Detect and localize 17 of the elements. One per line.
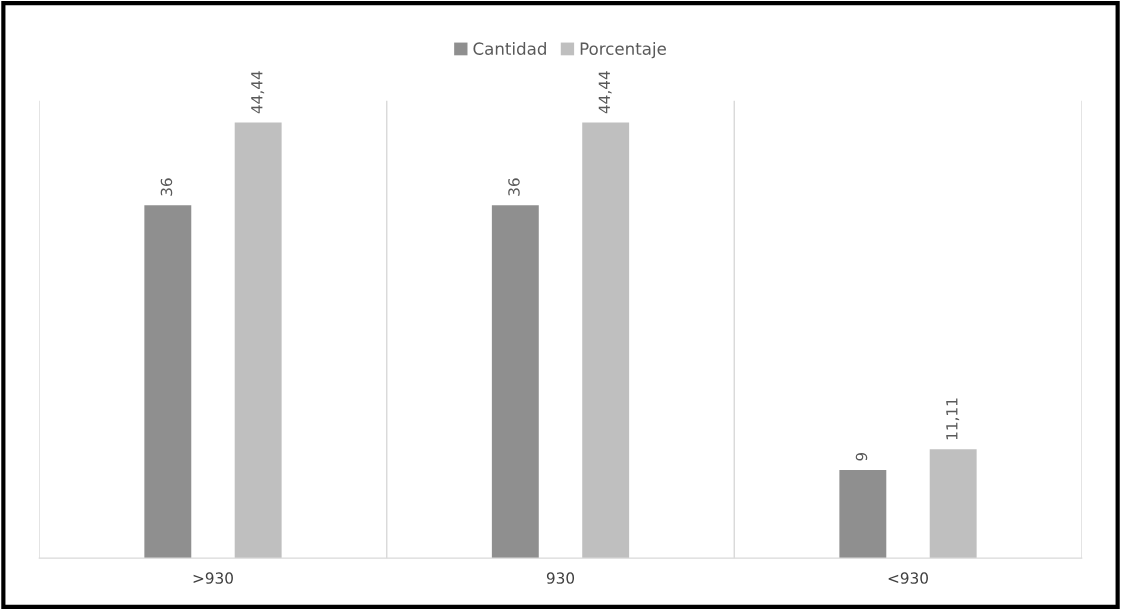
data-label: 36 bbox=[160, 178, 173, 196]
bar bbox=[144, 205, 192, 559]
bar bbox=[234, 122, 282, 559]
data-label: 11,11 bbox=[946, 398, 960, 440]
bar bbox=[491, 205, 539, 559]
data-label: 36 bbox=[508, 178, 520, 196]
data-label: 9 bbox=[855, 452, 868, 461]
bar bbox=[582, 122, 630, 559]
bar bbox=[839, 469, 887, 559]
data-label: 44,44 bbox=[251, 71, 265, 114]
x-tick-label: <930 bbox=[888, 572, 928, 584]
legend-label: Porcentaje bbox=[580, 42, 666, 59]
x-tick-label: 930 bbox=[546, 572, 575, 584]
legend-label: Cantidad bbox=[473, 42, 546, 55]
bar bbox=[929, 449, 977, 559]
x-tick-label: >930 bbox=[193, 572, 233, 584]
data-label: 44,44 bbox=[598, 71, 612, 114]
